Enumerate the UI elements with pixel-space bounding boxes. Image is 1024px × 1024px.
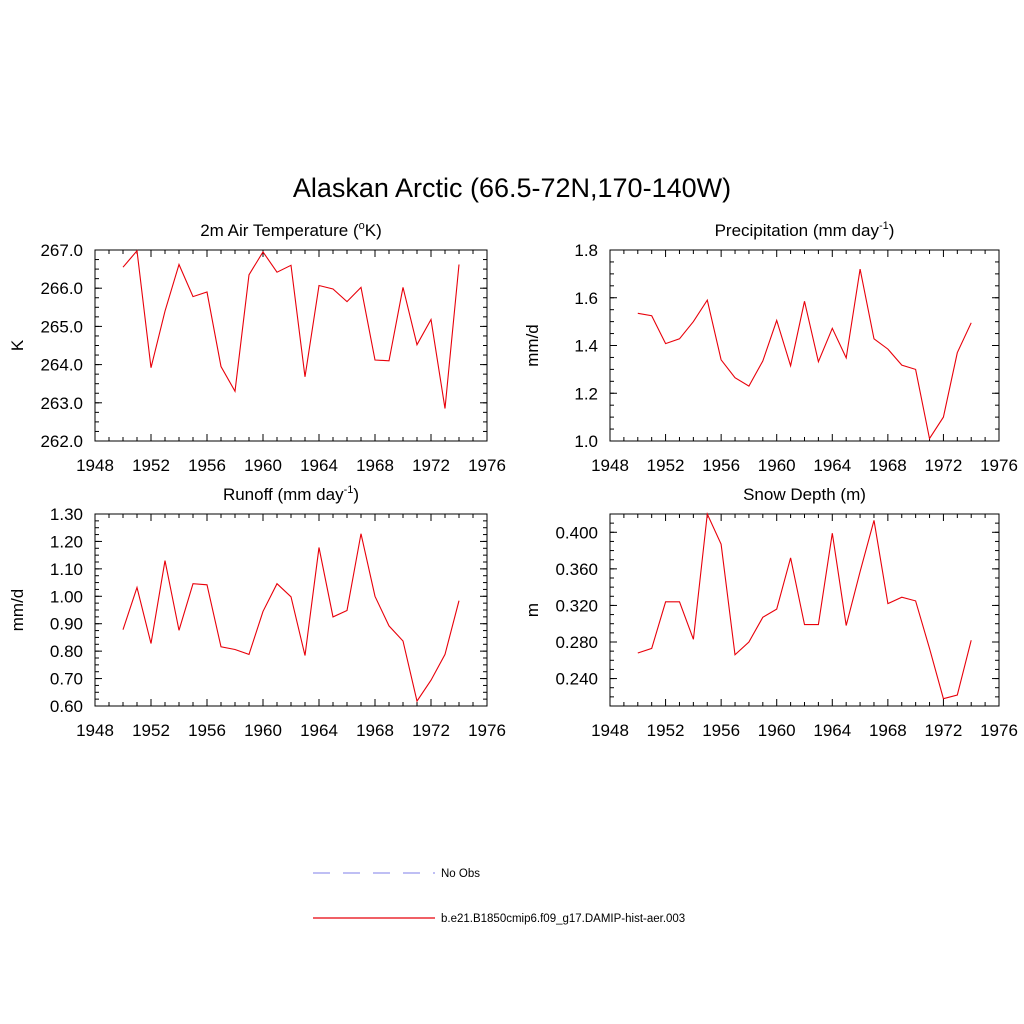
air-temperature-xtick-label: 1952 (132, 456, 170, 475)
snow-depth-title: Snow Depth (m) (743, 485, 866, 504)
air-temperature-xtick-label: 1960 (244, 456, 282, 475)
air-temperature-title: 2m Air Temperature (oK) (200, 220, 382, 240)
legend-label-no-obs: No Obs (441, 868, 480, 880)
runoff-ytick-label: 0.70 (50, 670, 83, 689)
legend-label-model: b.e21.B1850cmip6.f09_g17.DAMIP-hist-aer.… (441, 913, 685, 925)
panel-air-temperature: 2m Air Temperature (oK) K 1948 1952 1956 1960… (8, 220, 506, 475)
runoff-ytick-label: 1.30 (50, 505, 83, 524)
precipitation-ytick-label: 1.8 (574, 241, 598, 260)
precipitation-series-line (637, 268, 972, 441)
snow-depth-series-line (637, 511, 972, 700)
snow-depth-ylabel: m (523, 603, 542, 617)
air-temperature-xtick-label: 1964 (300, 456, 338, 475)
runoff-xtick-label: 1968 (356, 721, 394, 740)
snow-depth-ytick-label: 0.360 (555, 560, 598, 579)
air-temperature-xtick-label: 1948 (76, 456, 114, 475)
air-temperature-ytick-label: 265.0 (40, 317, 83, 336)
air-temperature-series-line (122, 249, 460, 409)
air-temperature-xtick-label: 1968 (356, 456, 394, 475)
snow-depth-frame (609, 513, 1000, 707)
precipitation-xtick-label: 1960 (758, 456, 796, 475)
snow-depth-ytick-label: 0.240 (555, 670, 598, 689)
air-temperature-xtick-label: 1956 (188, 456, 226, 475)
snow-depth-xtick-label: 1952 (647, 721, 685, 740)
precipitation-xtick-label: 1968 (869, 456, 907, 475)
snow-depth-xtick-label: 1972 (925, 721, 963, 740)
precipitation-ytick-label: 1.4 (574, 337, 598, 356)
snow-depth-xtick-label: 1956 (702, 721, 740, 740)
snow-depth-ytick-label: 0.400 (555, 523, 598, 542)
air-temperature-frame (94, 249, 488, 442)
runoff-xtick-label: 1952 (132, 721, 170, 740)
panel-precipitation: Precipitation (mm day-1) mm/d 1948 1952 1956… (523, 220, 1018, 475)
runoff-ytick-label: 1.20 (50, 532, 83, 551)
runoff-xtick-label: 1976 (468, 721, 506, 740)
precipitation-xtick-label: 1956 (702, 456, 740, 475)
runoff-xtick-label: 1972 (412, 721, 450, 740)
precipitation-ytick-label: 1.0 (574, 432, 598, 451)
snow-depth-xtick-label: 1968 (869, 721, 907, 740)
panels: 2m Air Temperature (oK) K 1948 1952 1956 1960… (8, 220, 1018, 740)
precipitation-frame (609, 249, 1000, 442)
air-temperature-ytick-label: 266.0 (40, 279, 83, 298)
legend: No Obs b.e21.B1850cmip6.f09_g17.DAMIP-hi… (313, 868, 685, 925)
runoff-ytick-label: 1.00 (50, 587, 83, 606)
runoff-xtick-label: 1948 (76, 721, 114, 740)
panel-runoff: Runoff (mm day-1) mm/d 1948 1952 1956 1960 196… (8, 484, 506, 740)
air-temperature-ylabel: K (8, 339, 27, 351)
air-temperature-ytick-label: 267.0 (40, 241, 83, 260)
figure-title: Alaskan Arctic (66.5-72N,170-140W) (293, 173, 731, 203)
snow-depth-ytick-label: 0.280 (555, 633, 598, 652)
runoff-xtick-label: 1960 (244, 721, 282, 740)
runoff-series-line (122, 533, 460, 703)
runoff-frame (94, 513, 488, 707)
runoff-ylabel: mm/d (8, 589, 27, 632)
air-temperature-xtick-label: 1976 (468, 456, 506, 475)
runoff-xtick-label: 1964 (300, 721, 338, 740)
precipitation-xtick-label: 1964 (813, 456, 851, 475)
precipitation-xtick-label: 1976 (980, 456, 1018, 475)
snow-depth-xtick-label: 1948 (591, 721, 629, 740)
runoff-ytick-label: 1.10 (50, 560, 83, 579)
precipitation-title: Precipitation (mm day-1) (715, 220, 895, 240)
runoff-title: Runoff (mm day-1) (223, 484, 359, 504)
panel-snow-depth: Snow Depth (m) m 1948 1952 1956 1960 1964 1968 1… (523, 485, 1018, 740)
snow-depth-xtick-label: 1964 (813, 721, 851, 740)
runoff-ytick-label: 0.80 (50, 642, 83, 661)
air-temperature-ytick-label: 262.0 (40, 432, 83, 451)
snow-depth-xtick-label: 1960 (758, 721, 796, 740)
snow-depth-ytick-label: 0.320 (555, 596, 598, 615)
precipitation-xtick-label: 1972 (925, 456, 963, 475)
runoff-ytick-label: 0.90 (50, 615, 83, 634)
precipitation-ytick-label: 1.2 (574, 384, 598, 403)
precipitation-xtick-label: 1948 (591, 456, 629, 475)
runoff-xtick-label: 1956 (188, 721, 226, 740)
air-temperature-ytick-label: 263.0 (40, 394, 83, 413)
precipitation-ylabel: mm/d (523, 324, 542, 367)
precipitation-ytick-label: 1.6 (574, 289, 598, 308)
precipitation-xtick-label: 1952 (647, 456, 685, 475)
air-temperature-xtick-label: 1972 (412, 456, 450, 475)
snow-depth-xtick-label: 1976 (980, 721, 1018, 740)
runoff-ytick-label: 0.60 (50, 697, 83, 716)
air-temperature-ytick-label: 264.0 (40, 356, 83, 375)
